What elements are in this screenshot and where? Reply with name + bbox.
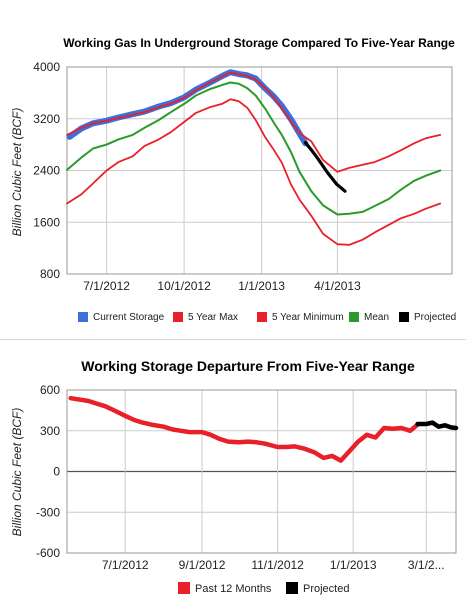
y-tick-label: -300 [36, 505, 60, 519]
y-tick-label: -600 [36, 546, 60, 560]
y-tick-label: 2400 [33, 164, 60, 178]
departure-chart: Working Storage Departure From Five-Year… [10, 358, 459, 595]
storage-chart-title: Working Gas In Underground Storage Compa… [63, 36, 455, 50]
series-line-current-storage [66, 69, 309, 147]
legend-label: Mean [364, 312, 389, 323]
x-tick-label: 7/1/2012 [102, 558, 149, 572]
legend-swatch [78, 312, 88, 322]
departure-chart-panel: Working Storage Departure From Five-Year… [0, 340, 466, 605]
legend-label: Projected [414, 312, 456, 323]
series-line-past-12-months [68, 395, 420, 463]
storage-chart-legend: Current Storage 5 Year Max 5 Year Minimum M… [78, 312, 456, 323]
x-tick-label: 3/1/2... [408, 558, 445, 572]
legend-swatch [257, 312, 267, 322]
series-line-projected [303, 141, 347, 193]
departure-chart-ylabel: Billion Cubic Feet (BCF) [10, 408, 24, 537]
legend-swatch [178, 582, 190, 594]
series-line-projected [415, 420, 459, 431]
y-tick-label: 0 [53, 465, 60, 479]
y-tick-label: 4000 [33, 60, 60, 74]
storage-chart: Working Gas In Underground Storage Compa… [10, 36, 456, 323]
legend-label: Current Storage [93, 312, 165, 323]
y-tick-label: 600 [40, 383, 60, 397]
legend-label: Past 12 Months [195, 583, 272, 595]
x-tick-label: 11/1/2012 [251, 558, 304, 572]
legend-swatch [349, 312, 359, 322]
series-line-5-year-max [66, 71, 442, 173]
y-tick-label: 800 [40, 267, 60, 281]
y-tick-label: 3200 [33, 112, 60, 126]
legend-label: 5 Year Minimum [272, 312, 344, 323]
legend-label: Projected [303, 583, 349, 595]
legend-swatch [286, 582, 298, 594]
legend-swatch [173, 312, 183, 322]
departure-chart-title: Working Storage Departure From Five-Year… [81, 358, 415, 374]
plot-area-border [66, 389, 457, 554]
storage-chart-panel: Working Gas In Underground Storage Compa… [10, 36, 457, 323]
x-tick-label: 10/1/2012 [157, 279, 211, 293]
x-tick-label: 1/1/2013 [238, 279, 285, 293]
x-tick-label: 9/1/2012 [179, 558, 226, 572]
x-tick-label: 1/1/2013 [330, 558, 377, 572]
series-line-5-year-minimum [66, 98, 442, 246]
storage-chart-ylabel: Billion Cubic Feet (BCF) [10, 108, 24, 237]
legend-swatch [399, 312, 409, 322]
x-tick-label: 4/1/2013 [314, 279, 361, 293]
departure-chart-legend: Past 12 Months Projected [178, 582, 349, 595]
legend-label: 5 Year Max [188, 312, 238, 323]
y-tick-label: 1600 [33, 215, 60, 229]
series-line-mean [66, 81, 442, 216]
y-tick-label: 300 [40, 424, 60, 438]
x-tick-label: 7/1/2012 [83, 279, 130, 293]
